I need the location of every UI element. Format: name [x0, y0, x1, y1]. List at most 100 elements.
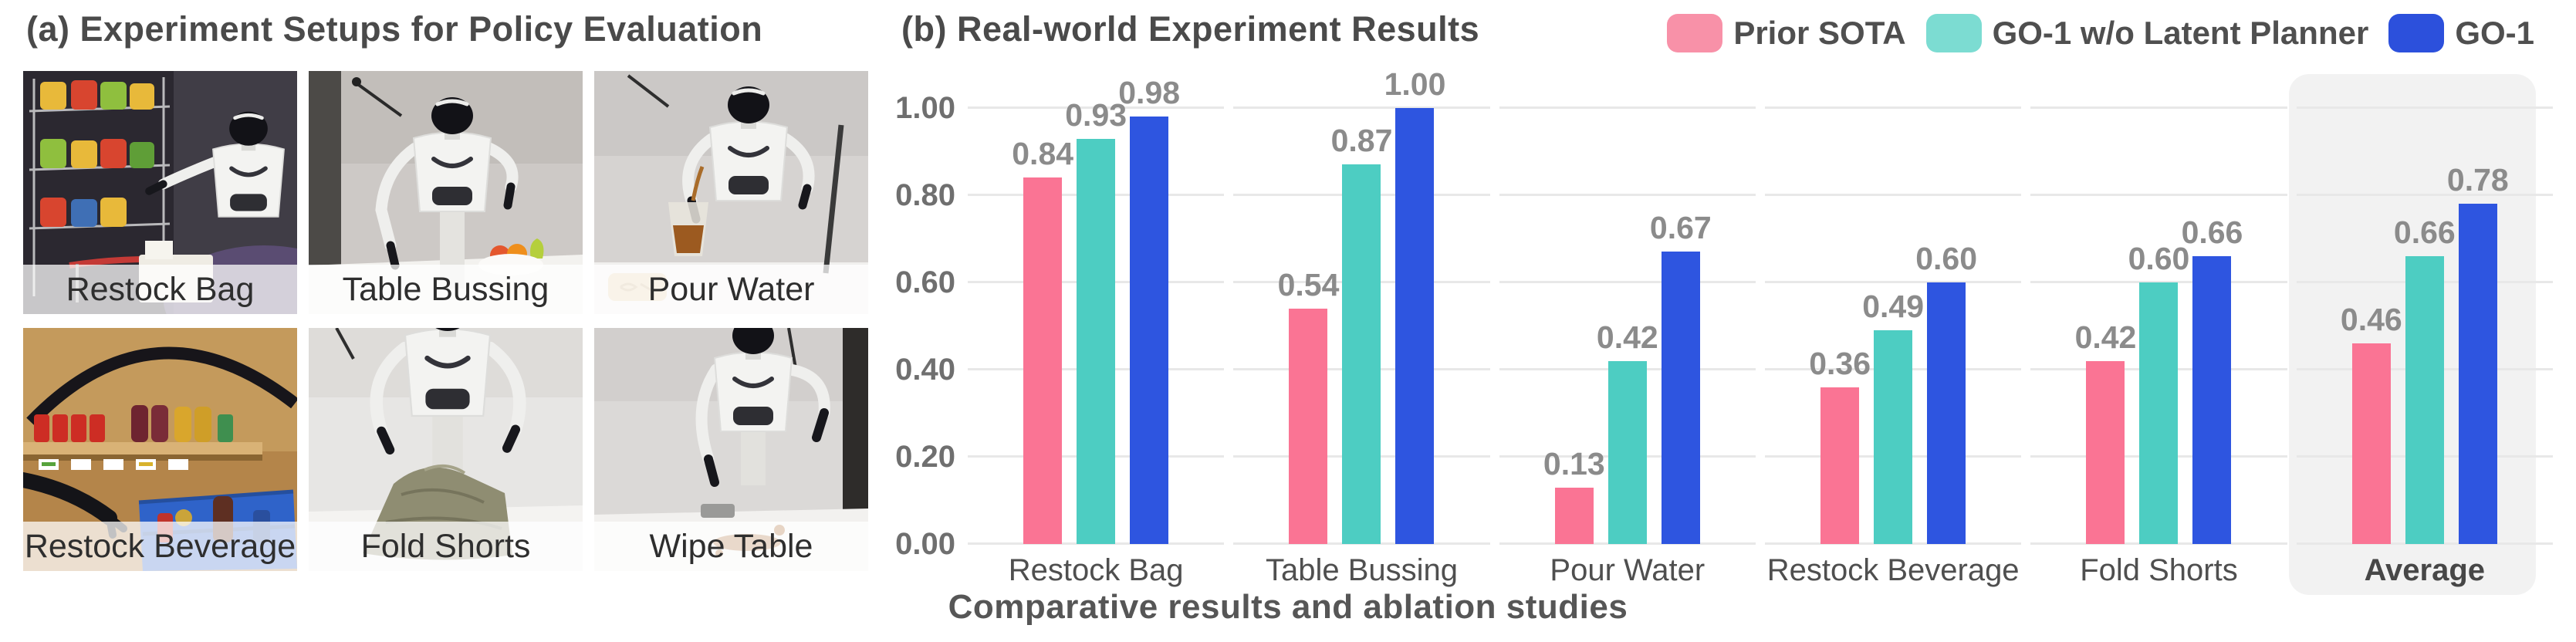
- value-label-prior-sota-fold-shorts: 0.42: [2074, 319, 2137, 355]
- photo-grid: Restock Bag: [23, 71, 868, 571]
- panel-a-title: (a) Experiment Setups for Policy Evaluat…: [26, 9, 763, 49]
- bars-fold-shorts: 0.42 0.60 0.66: [2030, 108, 2287, 544]
- y-tick-label-0.80: 0.80: [895, 178, 955, 212]
- photo-restock-bag: Restock Bag: [23, 71, 297, 314]
- plot-area: 0.84 0.93 0.98 Restock Bag 0.54 0.87 1.00 Table…: [968, 69, 2553, 595]
- bar-go-1-w-o-latent-planner-restock-bag: 0.93: [1065, 99, 1127, 544]
- value-label-go-1-restock-beverage: 0.60: [1915, 241, 1978, 276]
- gridline: [2296, 106, 2553, 109]
- photo-label-wipe-table: Wipe Table: [594, 522, 868, 571]
- gridline: [1499, 194, 1756, 196]
- bar-go-1-average: 0.78: [2447, 164, 2509, 544]
- bar-prior-sota-fold-shorts: 0.42: [2075, 321, 2136, 544]
- category-group-fold-shorts: 0.42 0.60 0.66 Fold Shorts: [2030, 106, 2287, 587]
- value-label-go-1-table-bussing: 1.00: [1384, 66, 1446, 102]
- category-group-restock-beverage: 0.36 0.49 0.60 Restock Beverage: [1764, 106, 2022, 587]
- legend-label-go1: GO-1: [2455, 15, 2534, 51]
- y-tick-label-0.40: 0.40: [895, 353, 955, 387]
- value-label-go-1-w-o-latent-planner-restock-beverage: 0.49: [1862, 289, 1925, 325]
- category-group-pour-water: 0.13 0.42 0.67 Pour Water: [1499, 106, 1756, 587]
- chart-legend: Prior SOTA GO-1 w/o Latent Planner GO-1: [1667, 14, 2534, 52]
- bars-restock-bag: 0.84 0.93 0.98: [968, 77, 1224, 544]
- legend-item-prior-sota: Prior SOTA: [1667, 14, 1906, 52]
- legend-item-go1-wo-latent-planner: GO-1 w/o Latent Planner: [1925, 14, 2369, 52]
- bar-go-1-w-o-latent-planner-table-bussing: 0.87: [1331, 125, 1392, 544]
- category-group-restock-bag: 0.84 0.93 0.98 Restock Bag: [968, 77, 1225, 587]
- photo-label-restock-beverage: Restock Beverage: [23, 522, 297, 571]
- bar-prior-sota-pour-water: 0.13: [1543, 448, 1605, 544]
- bar-go-1-restock-beverage: 0.60: [1915, 243, 1977, 544]
- value-label-go-1-w-o-latent-planner-pour-water: 0.42: [1596, 319, 1658, 355]
- bars-table-bussing: 0.54 0.87 1.00: [1233, 69, 1489, 544]
- restock-bag-scene: [23, 71, 297, 314]
- gridline: [2296, 194, 2553, 196]
- y-tick-label-0.00: 0.00: [895, 527, 955, 561]
- y-tick-label-1.00: 1.00: [895, 91, 955, 125]
- category-label-fold-shorts: Fold Shorts: [2080, 553, 2238, 587]
- gridline: [2030, 106, 2287, 109]
- bar-go-1-w-o-latent-planner-pour-water: 0.42: [1597, 321, 1658, 544]
- category-label-average: Average: [2364, 553, 2485, 587]
- panel-b-title: (b) Real-world Experiment Results: [901, 9, 1480, 49]
- y-axis: 0.00 0.20 0.40 0.60 0.80 1.00: [881, 91, 955, 561]
- bar-go-1-w-o-latent-planner-average: 0.66: [2394, 217, 2456, 544]
- bar-go-1-w-o-latent-planner-restock-beverage: 0.49: [1862, 291, 1924, 544]
- photo-pour-water: Pour Water: [594, 71, 868, 314]
- bar-go-1-table-bussing: 1.00: [1384, 69, 1445, 544]
- legend-swatch-go1-wo-latent-planner: [1925, 14, 1982, 52]
- photo-label-restock-bag: Restock Bag: [23, 265, 297, 314]
- gridline: [1764, 106, 2022, 109]
- photo-label-pour-water: Pour Water: [594, 265, 868, 314]
- legend-swatch-go1: [2388, 14, 2445, 52]
- value-label-prior-sota-restock-bag: 0.84: [1012, 136, 1074, 172]
- photo-restock-beverage: Restock Beverage: [23, 328, 297, 571]
- bar-prior-sota-table-bussing: 0.54: [1278, 269, 1339, 544]
- bar-prior-sota-restock-bag: 0.84: [1012, 138, 1073, 544]
- value-label-go-1-pour-water: 0.67: [1649, 210, 1712, 246]
- value-label-go-1-average: 0.78: [2446, 162, 2509, 198]
- category-label-pour-water: Pour Water: [1550, 553, 1706, 587]
- gridline: [1499, 281, 1756, 283]
- bar-go-1-w-o-latent-planner-fold-shorts: 0.60: [2128, 243, 2189, 544]
- gridline: [1764, 281, 2022, 283]
- category-group-average: 0.46 0.66 0.78 Average: [2288, 74, 2553, 595]
- value-label-go-1-fold-shorts: 0.66: [2181, 215, 2243, 251]
- bar-prior-sota-average: 0.46: [2341, 304, 2402, 544]
- gridline: [1233, 106, 1490, 109]
- gridline: [2030, 194, 2287, 196]
- gridline: [1499, 106, 1756, 109]
- photo-wipe-table: Wipe Table: [594, 328, 868, 571]
- value-label-go-1-w-o-latent-planner-fold-shorts: 0.60: [2128, 241, 2190, 276]
- figure-caption: Comparative results and ablation studies: [948, 588, 1628, 626]
- value-label-go-1-w-o-latent-planner-table-bussing: 0.87: [1330, 123, 1393, 159]
- value-label-go-1-restock-bag: 0.98: [1118, 75, 1181, 111]
- y-tick-label-0.20: 0.20: [895, 440, 955, 474]
- gridline: [968, 106, 1225, 109]
- value-label-go-1-w-o-latent-planner-restock-bag: 0.93: [1065, 96, 1127, 133]
- photo-table-bussing: Table Bussing: [309, 71, 583, 314]
- bars-average: 0.46 0.66 0.78: [2297, 108, 2553, 544]
- category-group-table-bussing: 0.54 0.87 1.00 Table Bussing: [1233, 69, 1490, 587]
- bars-pour-water: 0.13 0.42 0.67: [1499, 108, 1756, 544]
- y-tick-label-0.60: 0.60: [895, 265, 955, 299]
- photo-label-fold-shorts: Fold Shorts: [309, 522, 583, 571]
- bar-prior-sota-restock-beverage: 0.36: [1809, 347, 1871, 544]
- value-label-prior-sota-pour-water: 0.13: [1543, 445, 1605, 482]
- value-label-go-1-w-o-latent-planner-average: 0.66: [2393, 215, 2456, 251]
- bar-go-1-restock-bag: 0.98: [1118, 77, 1180, 544]
- legend-swatch-prior-sota: [1667, 14, 1723, 52]
- category-label-table-bussing: Table Bussing: [1265, 553, 1459, 587]
- bar-go-1-pour-water: 0.67: [1650, 212, 1712, 544]
- legend-item-go1: GO-1: [2388, 14, 2534, 52]
- legend-label-prior-sota: Prior SOTA: [1733, 15, 1906, 51]
- value-label-prior-sota-average: 0.46: [2340, 302, 2402, 338]
- legend-label-go1-wo-latent-planner: GO-1 w/o Latent Planner: [1992, 15, 2369, 51]
- category-label-restock-bag: Restock Bag: [1008, 553, 1184, 587]
- value-label-prior-sota-restock-beverage: 0.36: [1809, 345, 1871, 381]
- photo-label-table-bussing: Table Bussing: [309, 265, 583, 314]
- gridline: [2030, 281, 2287, 283]
- category-label-restock-beverage: Restock Beverage: [1766, 553, 2020, 587]
- bars-restock-beverage: 0.36 0.49 0.60: [1765, 108, 2021, 544]
- photo-fold-shorts: Fold Shorts: [309, 328, 583, 571]
